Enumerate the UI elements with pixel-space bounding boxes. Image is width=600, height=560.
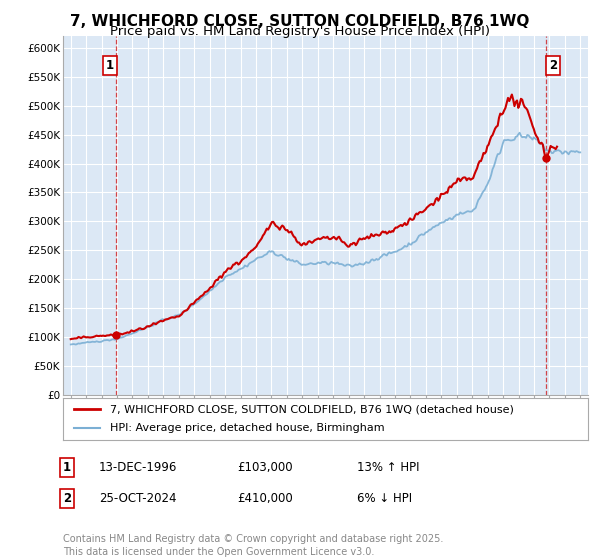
Text: 1: 1 — [63, 461, 71, 474]
Text: HPI: Average price, detached house, Birmingham: HPI: Average price, detached house, Birm… — [110, 423, 385, 433]
Text: £103,000: £103,000 — [237, 461, 293, 474]
Text: 6% ↓ HPI: 6% ↓ HPI — [357, 492, 412, 505]
Text: 2: 2 — [549, 59, 557, 72]
Text: 2: 2 — [63, 492, 71, 505]
Text: 1: 1 — [106, 59, 114, 72]
Text: 7, WHICHFORD CLOSE, SUTTON COLDFIELD, B76 1WQ (detached house): 7, WHICHFORD CLOSE, SUTTON COLDFIELD, B7… — [110, 404, 514, 414]
Text: 13% ↑ HPI: 13% ↑ HPI — [357, 461, 419, 474]
Text: £410,000: £410,000 — [237, 492, 293, 505]
Text: 13-DEC-1996: 13-DEC-1996 — [99, 461, 178, 474]
Text: Price paid vs. HM Land Registry's House Price Index (HPI): Price paid vs. HM Land Registry's House … — [110, 25, 490, 38]
Text: 25-OCT-2024: 25-OCT-2024 — [99, 492, 176, 505]
Text: Contains HM Land Registry data © Crown copyright and database right 2025.
This d: Contains HM Land Registry data © Crown c… — [63, 534, 443, 557]
Text: 7, WHICHFORD CLOSE, SUTTON COLDFIELD, B76 1WQ: 7, WHICHFORD CLOSE, SUTTON COLDFIELD, B7… — [70, 14, 530, 29]
